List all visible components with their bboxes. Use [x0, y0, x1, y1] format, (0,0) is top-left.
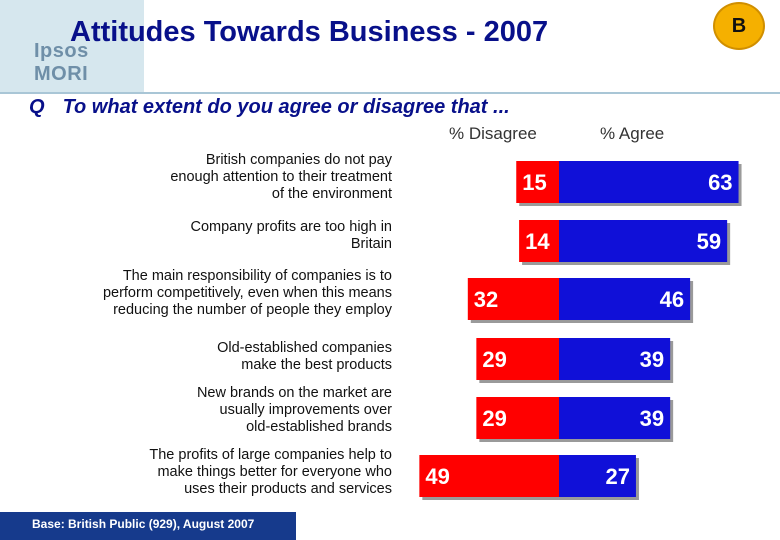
agree-value-label: 63 [708, 170, 732, 195]
header-divider [0, 92, 780, 94]
statement-label: Old-established companies make the best … [217, 340, 392, 373]
statement-label: The profits of large companies help to m… [149, 447, 392, 497]
disagree-value-label: 29 [482, 347, 506, 372]
disagree-column-header: % Disagree [449, 124, 537, 143]
statement-label: The main responsibility of companies is … [102, 268, 392, 318]
question-prefix: Q [29, 96, 45, 118]
agree-value-label: 27 [605, 464, 629, 489]
disagree-value-label: 49 [425, 464, 449, 489]
statement-label: British companies do not pay enough atte… [170, 152, 392, 202]
agree-bar [559, 220, 728, 262]
logo-panel: Ipsos MORI [0, 0, 144, 92]
disagree-bar [467, 278, 559, 320]
disagree-value-label: 29 [482, 406, 506, 431]
base-note: Base: British Public (929), August 2007 [32, 517, 255, 531]
footer-bar: Base: British Public (929), August 2007 [0, 512, 296, 540]
disagree-value-label: 32 [474, 287, 498, 312]
agree-bar [559, 338, 671, 380]
page-title: Attitudes Towards Business - 2007 [70, 16, 549, 48]
agree-value-label: 59 [697, 229, 721, 254]
disagree-value-label: 15 [522, 170, 546, 195]
question-line: Q To what extent do you agree or disagree… [29, 96, 510, 119]
agree-bar [559, 455, 636, 497]
badge-letter: B [731, 14, 747, 37]
question-text: To what extent do you agree or disagree … [62, 96, 510, 118]
statement-label: Company profits are too high in Britain [190, 219, 393, 252]
statement-label: New brands on the market are usually imp… [196, 385, 392, 435]
disagree-bar [519, 220, 559, 262]
section-badge: B [713, 2, 765, 50]
ipsos-mori-logo: Ipsos MORI [34, 40, 89, 85]
disagree-value-label: 14 [525, 229, 550, 254]
agree-column-header: % Agree [600, 124, 665, 143]
disagree-bar [419, 455, 559, 497]
agree-bar [559, 397, 671, 439]
agree-value-label: 46 [660, 287, 684, 312]
disagree-bar [476, 397, 559, 439]
agree-bar [559, 161, 739, 203]
agree-bar [559, 278, 691, 320]
agree-value-label: 39 [640, 406, 664, 431]
disagree-bar [516, 161, 559, 203]
agree-value-label: 39 [640, 347, 664, 372]
disagree-bar [476, 338, 559, 380]
